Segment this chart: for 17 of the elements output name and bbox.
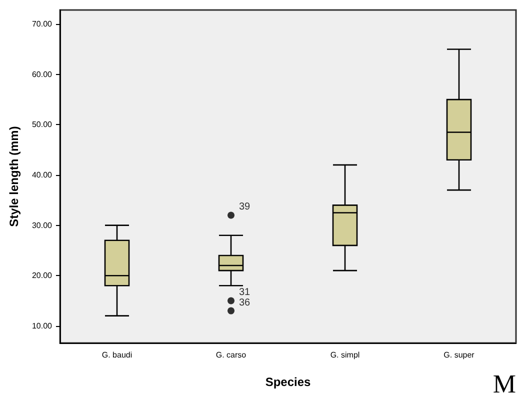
x-tick-label: G. carso — [216, 350, 247, 360]
y-tick-label: 20.00 — [32, 271, 53, 280]
text: M — [492, 370, 516, 398]
x-tick-label: G. super — [444, 350, 475, 360]
y-tick-label: 40.00 — [32, 170, 53, 180]
y-tick-label: 50.00 — [32, 120, 53, 130]
annotation: 36 — [239, 297, 251, 308]
x-tick-label: G. baudi — [102, 350, 132, 360]
y-tick-label: 30.00 — [32, 220, 53, 230]
y-tick-label: 60.00 — [32, 70, 53, 79]
y-tick-label: 70.00 — [32, 20, 53, 29]
x-tick-label: G. simpl — [330, 350, 360, 360]
y-axis-title: Style length (mm) — [7, 126, 21, 227]
annotation: 39 — [239, 202, 251, 213]
x-axis-title: Species — [265, 375, 311, 389]
y-tick-label: 10.00 — [32, 321, 53, 330]
annotation: 31 — [239, 287, 251, 298]
